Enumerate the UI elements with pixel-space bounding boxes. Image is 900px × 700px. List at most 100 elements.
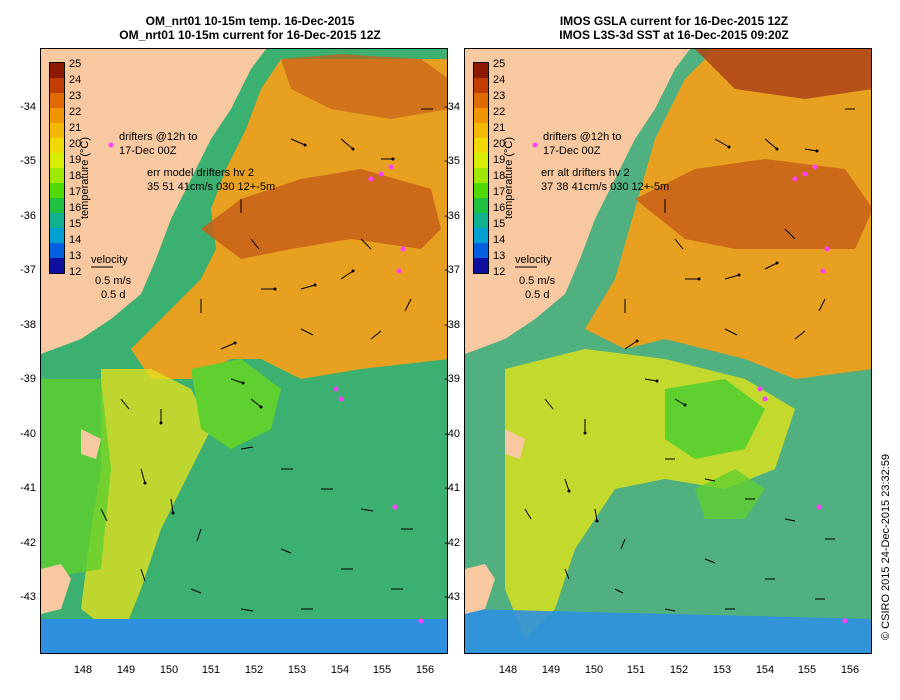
velocity-speed: 0.5 m/s bbox=[95, 275, 132, 287]
colorbar-swatch bbox=[50, 93, 64, 108]
colorbar-swatch bbox=[50, 198, 64, 213]
error-stats-line2: 37 38 41cm/s 030 12+-5m bbox=[541, 181, 670, 193]
current-vectors bbox=[524, 108, 855, 612]
lat-tick-label: -35 bbox=[20, 155, 36, 167]
colorbar-label: 19 bbox=[69, 154, 82, 166]
left-title-line2: OM_nrt01 10-15m current for 16-Dec-2015 … bbox=[119, 28, 381, 42]
lat-tick-label: -42 bbox=[20, 537, 36, 549]
green-patch bbox=[665, 379, 765, 459]
lat-tick-label: -42 bbox=[444, 537, 460, 549]
lon-tick-label: 154 bbox=[330, 664, 350, 676]
model-map-svg bbox=[41, 49, 447, 653]
lon-tick-label: 148 bbox=[498, 664, 518, 676]
colorbar-label: 18 bbox=[69, 170, 82, 182]
lon-tick-label: 153 bbox=[712, 664, 732, 676]
lat-tick-label: -40 bbox=[20, 428, 36, 440]
current-vectors bbox=[100, 108, 433, 612]
colorbar-swatch bbox=[50, 183, 64, 198]
colorbar-swatch bbox=[474, 108, 488, 123]
flinders-island bbox=[505, 429, 525, 459]
colorbar-label: 17 bbox=[69, 186, 82, 198]
lon-tick-label: 154 bbox=[755, 664, 775, 676]
colorbar-swatch bbox=[50, 108, 64, 123]
colorbar-swatch bbox=[474, 138, 488, 153]
warm-core bbox=[635, 159, 871, 249]
colorbar-swatch bbox=[474, 78, 488, 93]
lat-tick-label: -34 bbox=[20, 101, 36, 113]
colorbar-swatch bbox=[50, 243, 64, 258]
colorbar-swatch bbox=[474, 153, 488, 168]
lat-tick-label: -40 bbox=[444, 428, 460, 440]
colorbar-label: 19 bbox=[493, 154, 506, 166]
velocity-label: velocity bbox=[515, 254, 552, 266]
lat-tick-label: -39 bbox=[20, 373, 36, 385]
lat-tick-label: -37 bbox=[444, 264, 460, 276]
colorbar-label: 20 bbox=[69, 138, 82, 150]
lat-tick-label: -36 bbox=[444, 210, 460, 222]
drifters-label-line1: drifters @12h to bbox=[119, 131, 198, 143]
lon-tick-label: 153 bbox=[287, 664, 307, 676]
left-panel-title: OM_nrt01 10-15m temp. 16-Dec-2015 OM_nrt… bbox=[40, 14, 460, 42]
colorbar-swatch bbox=[474, 198, 488, 213]
satellite-map-svg bbox=[465, 49, 871, 653]
drifter-markers bbox=[532, 142, 848, 624]
colorbar-label: 17 bbox=[493, 186, 506, 198]
satellite-map-panel: 25 24 23 22 21 20 19 18 17 16 15 14 13 1… bbox=[464, 48, 872, 654]
colorbar-swatch bbox=[474, 93, 488, 108]
drifter-markers bbox=[108, 142, 424, 624]
colorbar-label: 21 bbox=[493, 122, 506, 134]
australia-coast bbox=[465, 49, 665, 349]
colorbar-swatch bbox=[50, 63, 64, 78]
colorbar-label: 24 bbox=[493, 74, 506, 86]
colorbar-swatch bbox=[474, 63, 488, 78]
drifters-label-line1: drifters @12h to bbox=[543, 131, 622, 143]
colorbar-label: 25 bbox=[493, 58, 506, 70]
lon-tick-label: 151 bbox=[201, 664, 221, 676]
colorbar-label: 22 bbox=[69, 106, 82, 118]
error-stats-line1: err model drifters hv 2 bbox=[147, 167, 254, 179]
colorbar-label: 13 bbox=[69, 250, 82, 262]
vector-heads bbox=[567, 145, 819, 523]
right-title-line1: IMOS GSLA current for 16-Dec-2015 12Z bbox=[559, 14, 789, 28]
colorbar-label: 16 bbox=[69, 202, 82, 214]
lat-tick-label: -43 bbox=[20, 591, 36, 603]
error-stats-line2: 35 51 41cm/s 030 12+-5m bbox=[147, 181, 276, 193]
colorbar-label: 14 bbox=[69, 234, 82, 246]
colorbar-swatch bbox=[474, 183, 488, 198]
colorbar-label: 12 bbox=[69, 266, 82, 278]
colorbar-swatch bbox=[474, 258, 488, 273]
colorbar-label: 13 bbox=[493, 250, 506, 262]
colorbar-swatch bbox=[474, 168, 488, 183]
colorbar-swatch bbox=[50, 153, 64, 168]
left-title-line1: OM_nrt01 10-15m temp. 16-Dec-2015 bbox=[145, 14, 355, 28]
south-blue-band bbox=[41, 619, 447, 653]
colorbar-label: 20 bbox=[493, 138, 506, 150]
lon-tick-label: 152 bbox=[669, 664, 689, 676]
lat-tick-label: -43 bbox=[444, 591, 460, 603]
lat-tick-label: -39 bbox=[444, 373, 460, 385]
tasmania-coast bbox=[465, 564, 495, 614]
tasmania-coast bbox=[41, 564, 71, 614]
colorbar-swatch bbox=[50, 213, 64, 228]
flinders-island bbox=[81, 429, 101, 459]
green-patch bbox=[191, 359, 281, 449]
lat-tick-label: -38 bbox=[444, 319, 460, 331]
warm-core bbox=[201, 169, 441, 259]
colorbar-label: 16 bbox=[493, 202, 506, 214]
velocity-time: 0.5 d bbox=[101, 289, 126, 301]
lat-tick-label: -37 bbox=[20, 264, 36, 276]
velocity-speed: 0.5 m/s bbox=[519, 275, 556, 287]
colorbar-swatch bbox=[50, 228, 64, 243]
colorbar-title: temperature (°C) bbox=[503, 136, 515, 219]
australia-coast bbox=[41, 49, 241, 349]
yellow-tongue bbox=[81, 369, 211, 639]
west-green-area bbox=[41, 379, 111, 579]
colorbar-label: 18 bbox=[493, 170, 506, 182]
colorbar-label: 25 bbox=[69, 58, 82, 70]
lon-tick-label: 156 bbox=[840, 664, 860, 676]
colorbar-label: 21 bbox=[69, 122, 82, 134]
velocity-time: 0.5 d bbox=[525, 289, 550, 301]
colorbar-swatch bbox=[474, 213, 488, 228]
lon-tick-label: 150 bbox=[584, 664, 604, 676]
lat-tick-label: -38 bbox=[20, 319, 36, 331]
